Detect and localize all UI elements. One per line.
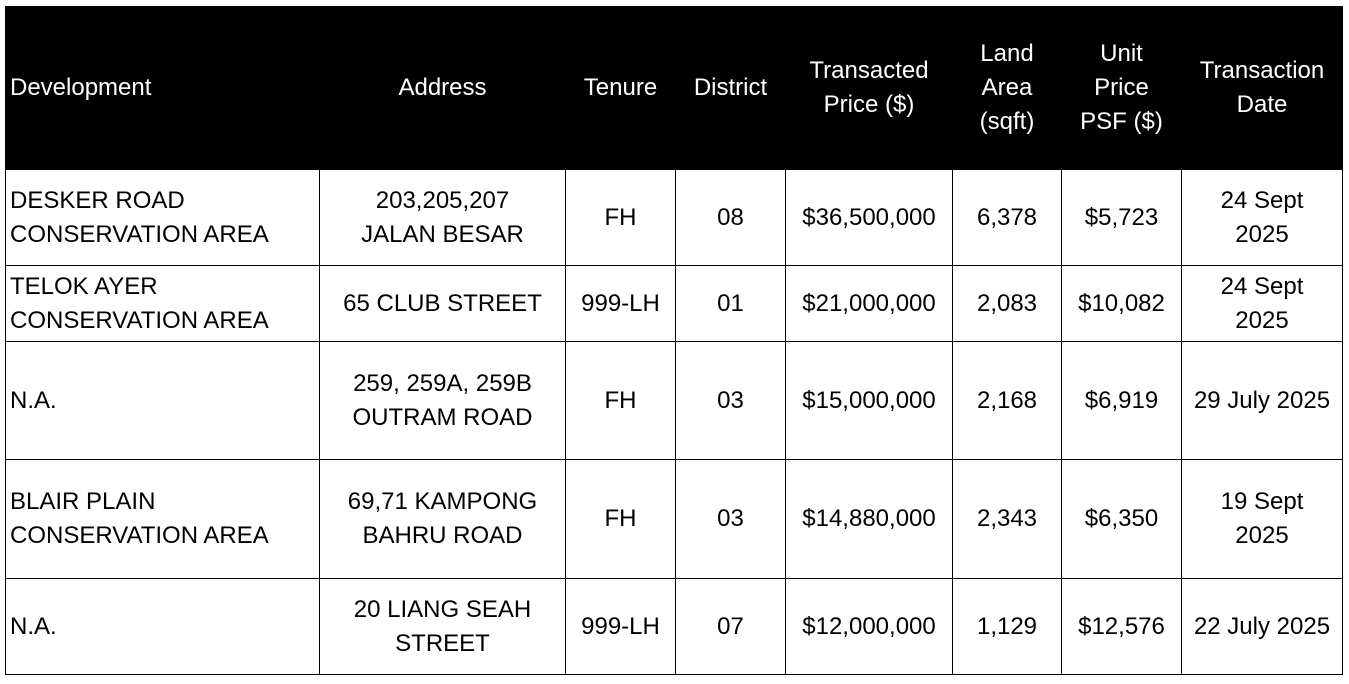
cell-tenure: FH bbox=[565, 341, 676, 460]
cell-transaction-date-line-1: 24 Sept bbox=[1220, 272, 1304, 300]
header-transaction-date-line-2: Date bbox=[1236, 91, 1288, 118]
table-row: N.A. 259, 259A, 259B OUTRAM ROAD FH 03 $… bbox=[5, 341, 1343, 460]
cell-address-line-1: 69,71 KAMPONG bbox=[347, 488, 538, 515]
header-land-area: Land Area (sqft) bbox=[952, 6, 1062, 170]
cell-unit-price-psf: $6,350 bbox=[1061, 459, 1182, 579]
cell-transacted-price: $21,000,000 bbox=[785, 265, 953, 342]
header-row: Development Address Tenure District Tran… bbox=[5, 6, 1343, 170]
cell-district: 07 bbox=[675, 578, 786, 675]
cell-development-line-2: CONSERVATION AREA bbox=[10, 522, 269, 549]
cell-development-line-1: BLAIR PLAIN bbox=[10, 488, 156, 515]
cell-address-line-1: 203,205,207 bbox=[375, 186, 510, 214]
transactions-table: Development Address Tenure District Tran… bbox=[5, 6, 1343, 675]
header-unit-price-psf-line-3: PSF ($) bbox=[1080, 108, 1163, 135]
transactions-table-container: Development Address Tenure District Tran… bbox=[5, 6, 1343, 675]
cell-address: 203,205,207 JALAN BESAR bbox=[319, 169, 566, 266]
cell-address: 20 LIANG SEAH STREET bbox=[319, 578, 566, 675]
cell-district: 08 bbox=[675, 169, 786, 266]
header-transaction-date: Transaction Date bbox=[1181, 6, 1343, 170]
cell-transaction-date-line-2: 2025 bbox=[1235, 522, 1289, 549]
cell-unit-price-psf: $5,723 bbox=[1061, 169, 1182, 266]
cell-transaction-date: 22 July 2025 bbox=[1181, 578, 1343, 675]
header-transacted-price: Transacted Price ($) bbox=[785, 6, 953, 170]
cell-development: BLAIR PLAIN CONSERVATION AREA bbox=[5, 459, 320, 579]
cell-development: N.A. bbox=[5, 341, 320, 460]
cell-land-area: 2,168 bbox=[952, 341, 1062, 460]
cell-development-line-1: N.A. bbox=[10, 612, 57, 640]
header-transaction-date-line-1: Transaction bbox=[1199, 57, 1325, 84]
header-unit-price-psf: Unit Price PSF ($) bbox=[1061, 6, 1182, 170]
table-row: DESKER ROAD CONSERVATION AREA 203,205,20… bbox=[5, 169, 1343, 266]
cell-land-area: 6,378 bbox=[952, 169, 1062, 266]
cell-address: 69,71 KAMPONG BAHRU ROAD bbox=[319, 459, 566, 579]
cell-transaction-date-line-1: 24 Sept bbox=[1220, 186, 1304, 214]
cell-address-line-2: OUTRAM ROAD bbox=[352, 403, 533, 431]
header-land-area-line-3: (sqft) bbox=[979, 108, 1035, 135]
cell-unit-price-psf: $6,919 bbox=[1061, 341, 1182, 460]
header-unit-price-psf-line-1: Unit bbox=[1100, 40, 1143, 67]
cell-land-area: 1,129 bbox=[952, 578, 1062, 675]
cell-transaction-date-line-1: 19 Sept bbox=[1220, 488, 1304, 515]
header-unit-price-psf-line-2: Price bbox=[1094, 74, 1149, 101]
cell-address-line-1: 20 LIANG SEAH bbox=[353, 595, 532, 623]
header-development-line: Development bbox=[10, 74, 152, 101]
cell-transacted-price: $14,880,000 bbox=[785, 459, 953, 579]
cell-development-line-1: N.A. bbox=[10, 386, 57, 414]
cell-transacted-price: $12,000,000 bbox=[785, 578, 953, 675]
cell-address-line-2: JALAN BESAR bbox=[361, 220, 524, 248]
header-development: Development bbox=[5, 6, 320, 170]
table-body: DESKER ROAD CONSERVATION AREA 203,205,20… bbox=[5, 169, 1343, 675]
header-address: Address bbox=[319, 6, 566, 170]
cell-address-line-1: 259, 259A, 259B bbox=[353, 369, 532, 397]
cell-transacted-price: $15,000,000 bbox=[785, 341, 953, 460]
cell-land-area: 2,083 bbox=[952, 265, 1062, 342]
cell-transaction-date-line-2: 2025 bbox=[1235, 306, 1289, 334]
cell-address: 259, 259A, 259B OUTRAM ROAD bbox=[319, 341, 566, 460]
header-land-area-line-1: Land bbox=[980, 40, 1034, 67]
header-transacted-price-line-1: Transacted bbox=[809, 57, 929, 84]
header-tenure-line: Tenure bbox=[583, 74, 658, 101]
cell-address-line-2: BAHRU ROAD bbox=[362, 522, 523, 549]
table-row: TELOK AYER CONSERVATION AREA 65 CLUB STR… bbox=[5, 265, 1343, 342]
header-tenure: Tenure bbox=[565, 6, 676, 170]
cell-tenure: FH bbox=[565, 459, 676, 579]
cell-transacted-price: $36,500,000 bbox=[785, 169, 953, 266]
cell-development-line-2: CONSERVATION AREA bbox=[10, 220, 269, 248]
cell-development-line-1: TELOK AYER bbox=[10, 272, 158, 300]
cell-address: 65 CLUB STREET bbox=[319, 265, 566, 342]
cell-development: TELOK AYER CONSERVATION AREA bbox=[5, 265, 320, 342]
header-district-line: District bbox=[693, 74, 768, 101]
cell-unit-price-psf: $10,082 bbox=[1061, 265, 1182, 342]
table-header: Development Address Tenure District Tran… bbox=[5, 6, 1343, 170]
cell-district: 03 bbox=[675, 459, 786, 579]
cell-transaction-date-line-1: 22 July 2025 bbox=[1193, 612, 1331, 640]
cell-district: 03 bbox=[675, 341, 786, 460]
cell-tenure: 999-LH bbox=[565, 578, 676, 675]
header-transacted-price-line-2: Price ($) bbox=[823, 91, 915, 118]
cell-transaction-date: 29 July 2025 bbox=[1181, 341, 1343, 460]
header-district: District bbox=[675, 6, 786, 170]
cell-development-line-2: CONSERVATION AREA bbox=[10, 306, 269, 334]
cell-address-line-2: STREET bbox=[395, 629, 490, 657]
cell-tenure: FH bbox=[565, 169, 676, 266]
cell-development: DESKER ROAD CONSERVATION AREA bbox=[5, 169, 320, 266]
cell-transaction-date-line-1: 29 July 2025 bbox=[1193, 386, 1331, 414]
cell-development-line-1: DESKER ROAD bbox=[10, 186, 185, 214]
header-land-area-line-2: Area bbox=[981, 74, 1033, 101]
cell-district: 01 bbox=[675, 265, 786, 342]
cell-land-area: 2,343 bbox=[952, 459, 1062, 579]
cell-tenure: 999-LH bbox=[565, 265, 676, 342]
header-address-line: Address bbox=[398, 74, 487, 101]
cell-development: N.A. bbox=[5, 578, 320, 675]
cell-transaction-date: 24 Sept 2025 bbox=[1181, 169, 1343, 266]
table-row: N.A. 20 LIANG SEAH STREET 999-LH 07 $12,… bbox=[5, 578, 1343, 675]
cell-unit-price-psf: $12,576 bbox=[1061, 578, 1182, 675]
cell-transaction-date-line-2: 2025 bbox=[1235, 220, 1289, 248]
cell-transaction-date: 19 Sept 2025 bbox=[1181, 459, 1343, 579]
cell-transaction-date: 24 Sept 2025 bbox=[1181, 265, 1343, 342]
table-row: BLAIR PLAIN CONSERVATION AREA 69,71 KAMP… bbox=[5, 459, 1343, 579]
cell-address-line-1: 65 CLUB STREET bbox=[343, 289, 542, 317]
